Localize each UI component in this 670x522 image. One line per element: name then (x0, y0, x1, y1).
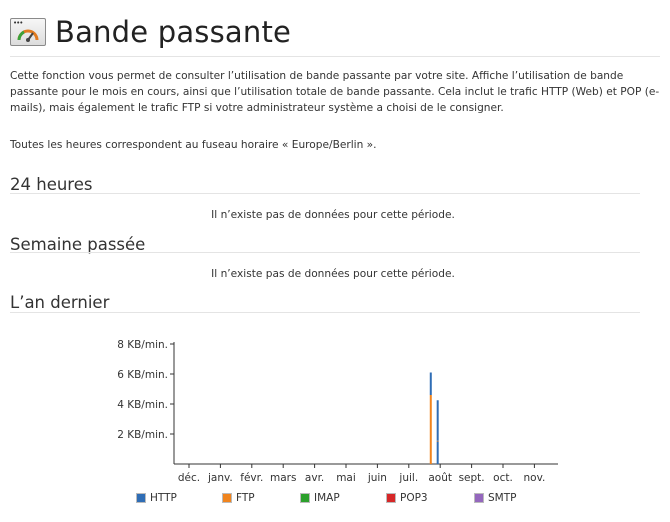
no-data-message-24h: Il n’existe pas de données pour cette pé… (211, 209, 455, 221)
legend-swatch (474, 493, 484, 503)
legend-swatch (222, 493, 232, 503)
page-description: Cette fonction vous permet de consulter … (10, 70, 660, 114)
section-title-year: L’an dernier (10, 293, 110, 312)
legend-swatch (300, 493, 310, 503)
bar-segment-http (436, 400, 439, 441)
x-tick-label: août (428, 472, 452, 484)
x-tick-label: juin (367, 472, 387, 484)
bandwidth-gauge-icon: ••• (10, 18, 46, 46)
x-tick-label: mai (336, 472, 356, 484)
bar-segment-ftp (436, 440, 439, 442)
x-tick-label: sept. (459, 472, 485, 484)
y-tick-label: 8 KB/min. (117, 339, 168, 351)
timezone-note: Toutes les heures correspondent au fusea… (10, 139, 377, 151)
legend-item-imap: IMAP (300, 492, 340, 504)
legend-label: SMTP (488, 492, 517, 504)
section-title-24h: 24 heures (10, 175, 93, 194)
legend-swatch (136, 493, 146, 503)
header-divider (10, 56, 660, 57)
legend-item-pop3: POP3 (386, 492, 428, 504)
x-tick-label: oct. (493, 472, 513, 484)
x-tick-label: avr. (305, 472, 324, 484)
x-tick-label: janv. (207, 472, 233, 484)
x-tick-label: févr. (240, 472, 263, 484)
legend-item-smtp: SMTP (474, 492, 516, 504)
x-tick-label: déc. (178, 472, 200, 484)
bar-segment-http (429, 372, 432, 395)
section-divider-week (10, 252, 640, 253)
y-tick-label: 2 KB/min. (117, 429, 168, 441)
x-tick-label: juil. (398, 472, 418, 484)
legend-label: IMAP (314, 492, 340, 504)
y-tick-label: 6 KB/min. (117, 369, 168, 381)
legend-item-http: HTTP (136, 492, 177, 504)
page-header: ••• Bande passante (10, 12, 291, 52)
section-title-week: Semaine passée (10, 235, 146, 254)
no-data-message-week: Il n’existe pas de données pour cette pé… (211, 268, 455, 280)
section-divider-year (10, 312, 640, 313)
y-tick-label: 4 KB/min. (117, 399, 168, 411)
x-tick-label: mars (270, 472, 296, 484)
legend-item-ftp: FTP (222, 492, 255, 504)
legend-label: HTTP (150, 492, 177, 504)
page-title: Bande passante (55, 15, 292, 49)
x-tick-label: nov. (523, 472, 545, 484)
bar-segment-ftp (429, 395, 432, 464)
section-divider-24h (10, 193, 640, 194)
legend-label: FTP (236, 492, 255, 504)
bar-segment-http (436, 441, 439, 464)
legend-swatch (386, 493, 396, 503)
legend-label: POP3 (400, 492, 428, 504)
